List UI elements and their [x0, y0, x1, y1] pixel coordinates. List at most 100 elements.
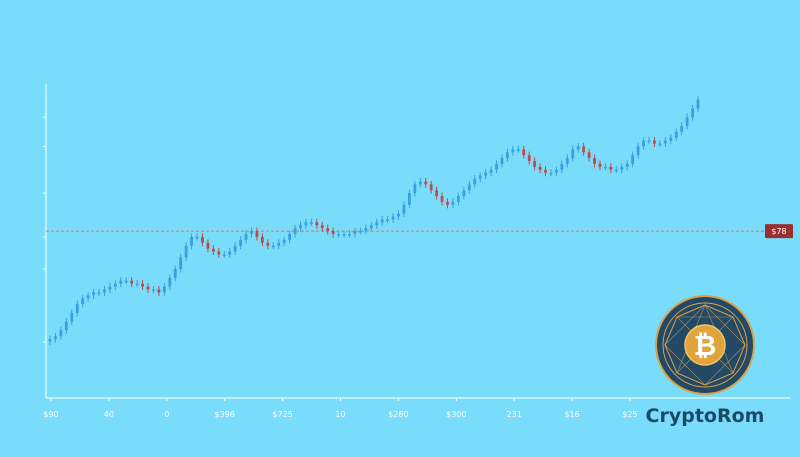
candle-body [506, 152, 509, 159]
candle-body [451, 201, 455, 205]
candle-body [103, 289, 106, 293]
candle-body [691, 108, 694, 118]
candle-body [173, 269, 177, 278]
candle-body [478, 175, 482, 179]
y-axis-ticks [43, 116, 46, 343]
candle-body [348, 234, 351, 236]
candle-body [353, 231, 357, 234]
candle-body [293, 228, 297, 234]
brand-name: CryptoRom [646, 405, 765, 427]
candle-body [380, 219, 384, 223]
candle-body [391, 216, 395, 220]
x-tick-label: $280 [388, 410, 408, 419]
candle-body [647, 140, 651, 143]
candle-body [135, 283, 139, 286]
bitcoin-icon: ₿ [694, 329, 717, 362]
candle-body [560, 163, 564, 170]
candle-body [141, 283, 144, 287]
candle-body [271, 245, 275, 248]
candle-body [440, 196, 444, 202]
candle-body [473, 178, 477, 185]
candle-body [309, 222, 313, 224]
candle-body [555, 169, 558, 173]
candle-body [70, 312, 74, 322]
candle-body [64, 321, 68, 331]
x-tick-label: $725 [272, 410, 292, 419]
candle-body [195, 236, 199, 239]
candle-body [255, 231, 259, 237]
candle-body [429, 184, 433, 191]
candle-body [358, 231, 362, 233]
candle-body [538, 166, 542, 170]
candle-body [402, 204, 406, 214]
candle-body [446, 201, 449, 205]
candle-body [609, 166, 613, 170]
candle-body [130, 280, 134, 284]
candle-body [533, 161, 537, 167]
candle-body [304, 222, 308, 226]
candle-body [663, 140, 667, 144]
x-tick-label: 10 [335, 410, 345, 419]
x-tick-label: $25 [622, 410, 637, 419]
candle-body [211, 248, 215, 252]
x-tick-label: 231 [507, 410, 522, 419]
candle-body [489, 169, 493, 173]
price-tag-box [765, 224, 793, 239]
candle-body [228, 251, 232, 255]
candle-body [457, 196, 460, 202]
candle-body [244, 234, 248, 240]
candle-body [48, 339, 52, 342]
candle-body [86, 295, 90, 299]
candle-body [620, 166, 624, 170]
candle-body [152, 289, 155, 291]
candle-body [576, 146, 580, 150]
candle-body [342, 234, 346, 236]
bitcoin-logo-inner-ring [662, 302, 748, 388]
candle-body [386, 219, 390, 221]
candle-body [179, 257, 183, 270]
candle-body [598, 163, 602, 167]
x-tick-label: 40 [104, 410, 114, 419]
candle-body [364, 228, 368, 232]
candle-body [582, 146, 586, 153]
candle-body [157, 289, 161, 293]
candle-body [184, 245, 188, 258]
candle-body [233, 245, 237, 252]
bitcoin-logo-coin [684, 324, 726, 366]
candle-body [685, 117, 689, 126]
candle-body [331, 231, 335, 234]
candle-body [544, 169, 547, 173]
candle-body [522, 149, 526, 156]
candle-body [92, 292, 95, 296]
candle-body [190, 236, 193, 246]
x-tick-label: $90 [43, 410, 58, 419]
candle-body [593, 158, 596, 164]
candle-body [369, 225, 373, 229]
x-axis-ticks: $90 40 0 $396 $725 10 $280 $300 231 $16 $25 [43, 398, 638, 419]
candle-body [288, 234, 291, 240]
candle-body [511, 149, 515, 153]
candle-body [119, 280, 123, 284]
candle-body [500, 158, 504, 164]
candle-body [462, 190, 466, 197]
candle-body [266, 242, 270, 246]
candle-body [97, 292, 101, 294]
candle-body [495, 163, 498, 170]
x-tick-label: $16 [564, 410, 579, 419]
candle-body [146, 286, 150, 290]
candle-body [571, 149, 575, 159]
candle-body [113, 283, 117, 287]
candle-body [59, 330, 63, 337]
candle-body [625, 163, 629, 167]
candle-body [653, 140, 656, 144]
candle-body [54, 336, 57, 340]
x-tick-label: $396 [215, 410, 235, 419]
candle-body [674, 131, 678, 138]
candle-body [250, 231, 253, 234]
candle-body [549, 172, 553, 175]
candle-body [604, 166, 607, 169]
candle-body [124, 280, 128, 283]
x-tick-label: 0 [164, 410, 169, 419]
candle-body [299, 225, 302, 229]
